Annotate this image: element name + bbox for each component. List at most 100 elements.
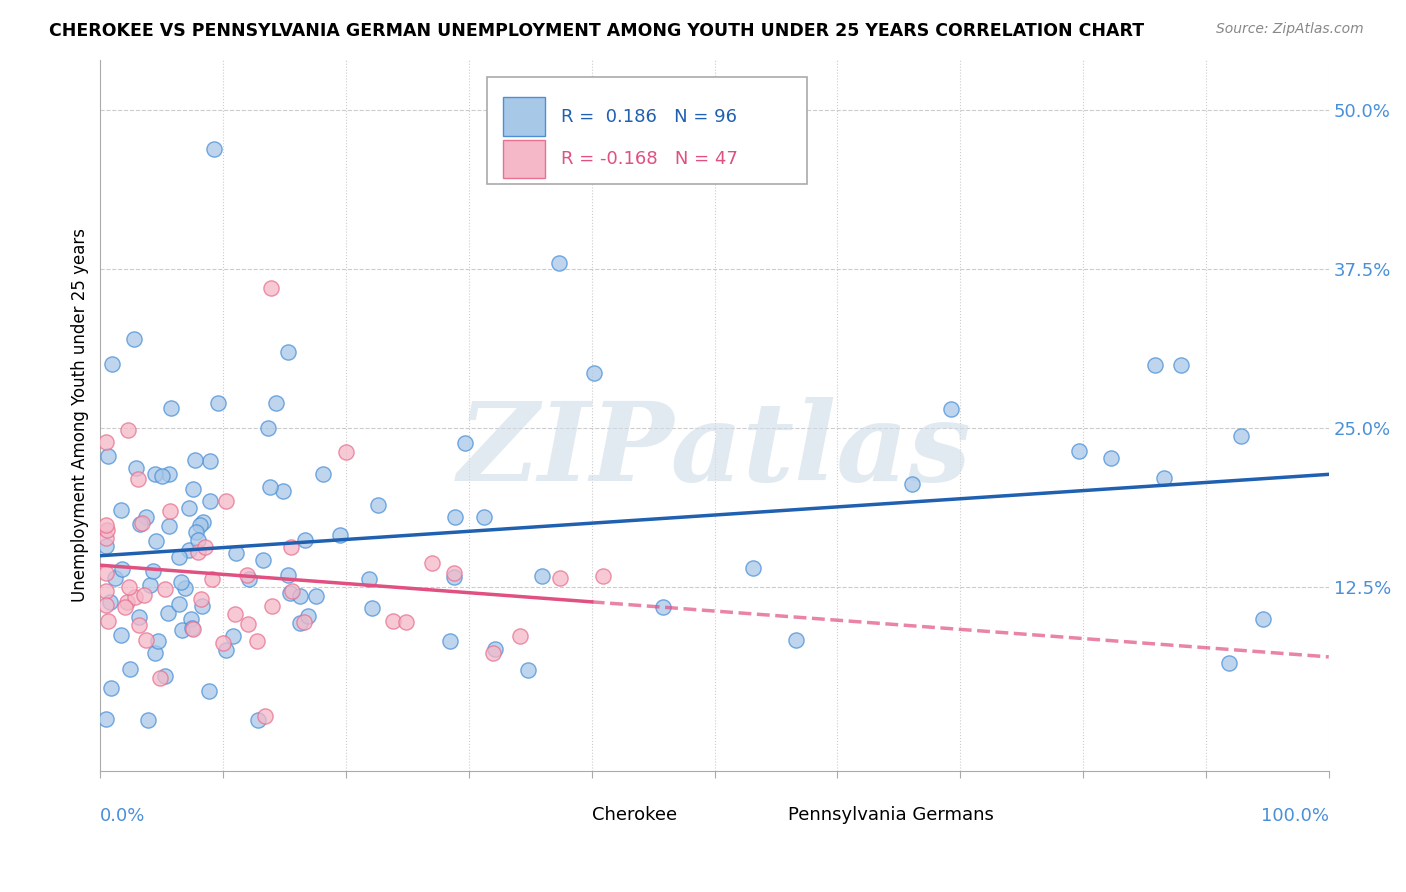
Point — [741, 561, 763, 575]
Point — [143, 646, 166, 660]
Point — [187, 533, 209, 548]
Point — [583, 366, 606, 380]
Point — [104, 572, 127, 586]
Point — [97, 615, 120, 629]
Point — [145, 533, 167, 548]
Point — [159, 504, 181, 518]
Point — [472, 510, 495, 524]
Point — [222, 629, 245, 643]
Point — [191, 516, 214, 530]
Point — [191, 599, 214, 614]
Point — [202, 142, 225, 156]
Point — [901, 477, 924, 491]
Point — [96, 518, 118, 533]
Point — [1143, 358, 1166, 372]
Point — [785, 633, 807, 648]
Point — [187, 545, 209, 559]
Point — [118, 580, 141, 594]
Point — [312, 467, 335, 482]
Point — [131, 516, 153, 531]
Point — [180, 613, 202, 627]
FancyBboxPatch shape — [503, 140, 546, 178]
Point — [420, 556, 443, 570]
Point — [439, 634, 461, 648]
Point — [357, 572, 380, 586]
Point — [96, 584, 118, 599]
Point — [277, 567, 299, 582]
Text: R = -0.168   N = 47: R = -0.168 N = 47 — [561, 150, 738, 169]
Point — [181, 623, 204, 637]
Point — [360, 601, 382, 615]
Point — [96, 598, 118, 612]
Point — [481, 646, 503, 660]
Point — [294, 533, 316, 547]
Point — [117, 423, 139, 437]
Point — [124, 590, 146, 604]
Point — [127, 472, 149, 486]
Point — [157, 519, 180, 533]
Point — [128, 610, 150, 624]
Point — [152, 468, 174, 483]
Point — [96, 523, 118, 537]
Point — [280, 584, 302, 599]
Point — [110, 503, 132, 517]
Text: 100.0%: 100.0% — [1261, 806, 1329, 825]
Point — [297, 609, 319, 624]
Point — [259, 480, 281, 494]
Point — [484, 641, 506, 656]
FancyBboxPatch shape — [553, 804, 585, 837]
Point — [939, 402, 962, 417]
Point — [188, 518, 211, 533]
Point — [1067, 443, 1090, 458]
FancyBboxPatch shape — [488, 78, 807, 184]
Text: Pennsylvania Germans: Pennsylvania Germans — [789, 805, 994, 823]
Text: 0.0%: 0.0% — [100, 806, 146, 825]
Point — [118, 662, 141, 676]
Point — [288, 590, 311, 604]
Point — [100, 681, 122, 695]
Point — [592, 568, 614, 582]
Point — [252, 553, 274, 567]
Point — [288, 615, 311, 630]
Y-axis label: Unemployment Among Youth under 25 years: Unemployment Among Youth under 25 years — [72, 228, 89, 602]
Text: ZIPatlas: ZIPatlas — [457, 397, 972, 505]
Point — [278, 586, 301, 600]
Point — [183, 453, 205, 467]
Point — [201, 572, 224, 586]
Point — [170, 574, 193, 589]
Point — [128, 517, 150, 532]
Point — [224, 607, 246, 621]
Point — [550, 570, 572, 584]
Point — [157, 467, 180, 482]
Point — [548, 256, 571, 270]
Point — [122, 332, 145, 346]
Point — [184, 525, 207, 540]
Point — [100, 595, 122, 609]
Point — [277, 344, 299, 359]
Point — [96, 434, 118, 449]
Point — [215, 494, 238, 508]
Point — [167, 598, 190, 612]
Point — [1153, 471, 1175, 485]
Point — [139, 578, 162, 592]
Point — [153, 668, 176, 682]
Point — [142, 564, 165, 578]
Point — [198, 454, 221, 468]
Point — [111, 562, 134, 576]
Point — [143, 467, 166, 481]
Point — [156, 606, 179, 620]
Point — [236, 567, 259, 582]
Point — [531, 568, 554, 582]
Point — [198, 493, 221, 508]
Point — [169, 549, 191, 564]
Point — [280, 540, 302, 554]
Point — [181, 621, 204, 635]
Point — [260, 599, 283, 613]
Point — [135, 633, 157, 648]
Point — [110, 628, 132, 642]
FancyBboxPatch shape — [749, 804, 780, 837]
Point — [1251, 611, 1274, 625]
Point — [160, 401, 183, 416]
Point — [135, 510, 157, 524]
Point — [96, 712, 118, 726]
